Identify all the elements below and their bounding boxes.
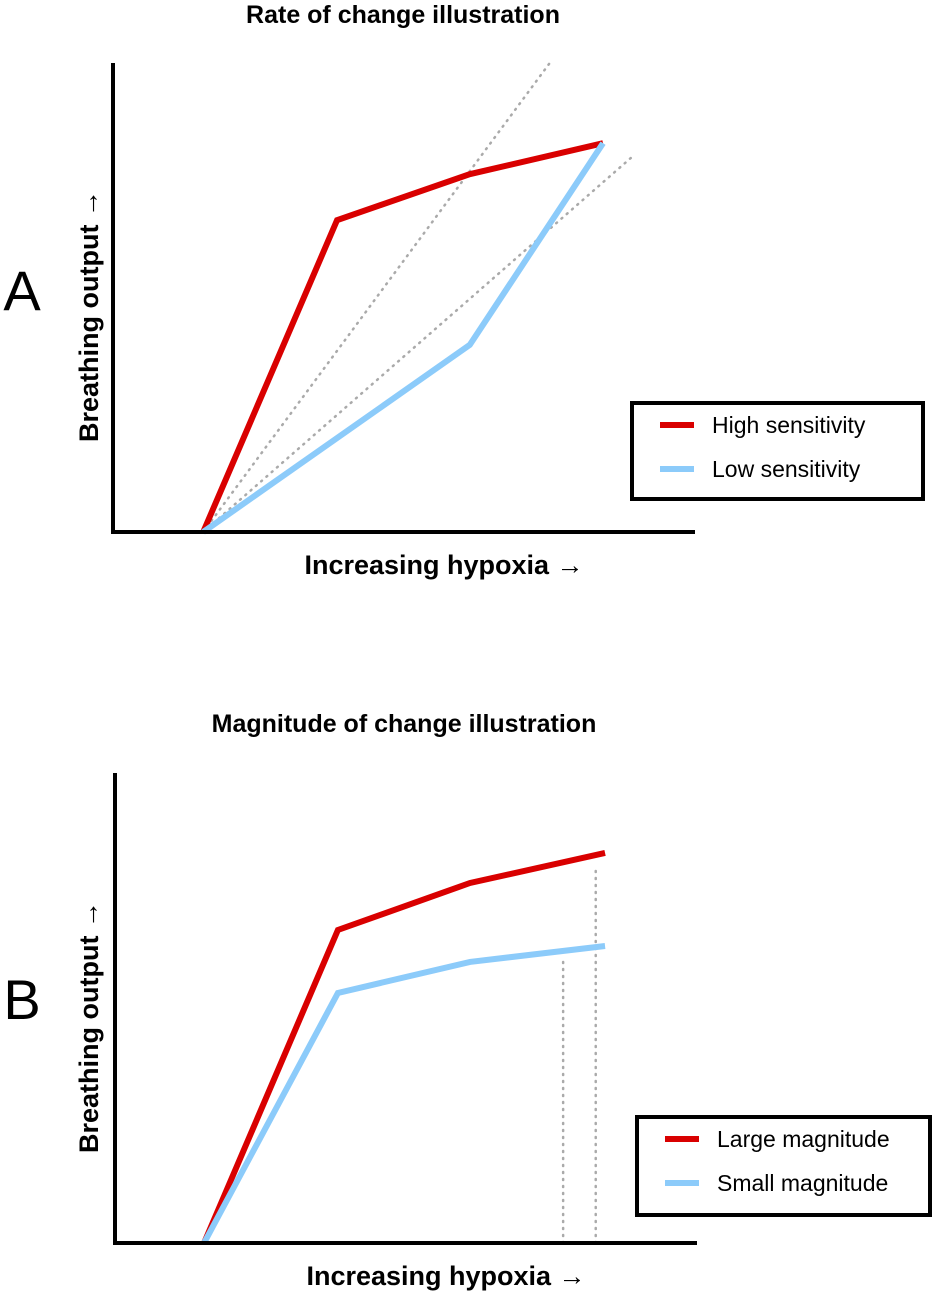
series-line-high-sensitivity	[200, 140, 604, 534]
chart-title: Magnitude of change illustration	[212, 710, 597, 738]
legend-label: Large magnitude	[717, 1126, 890, 1152]
panel-a: Rate of change illustration A Increasing h…	[3, 1, 925, 580]
legend-label: High sensitivity	[712, 412, 866, 438]
panel-label: A	[3, 259, 41, 322]
guide-line	[201, 58, 554, 534]
series-line-small-magnitude	[201, 942, 606, 1245]
guide-line	[201, 155, 634, 534]
panel-label: B	[3, 968, 40, 1031]
legend-label: Small magnitude	[717, 1170, 888, 1196]
legend: High sensitivity Low sensitivity	[630, 401, 925, 501]
legend-label: Low sensitivity	[712, 456, 861, 482]
chart-title: Rate of change illustration	[246, 1, 560, 29]
legend-box	[630, 401, 925, 501]
y-axis-label: Breathing output →	[74, 190, 104, 442]
legend: Large magnitude Small magnitude	[635, 1115, 932, 1217]
y-axis-label: Breathing output →	[74, 901, 104, 1153]
panel-b: Magnitude of change illustration B Increas…	[3, 710, 932, 1291]
x-axis-label: Increasing hypoxia →	[306, 1261, 585, 1291]
legend-box	[635, 1115, 932, 1217]
x-axis-label: Increasing hypoxia →	[304, 550, 583, 580]
series-line-low-sensitivity	[201, 141, 606, 535]
series-line-large-magnitude	[201, 849, 606, 1245]
